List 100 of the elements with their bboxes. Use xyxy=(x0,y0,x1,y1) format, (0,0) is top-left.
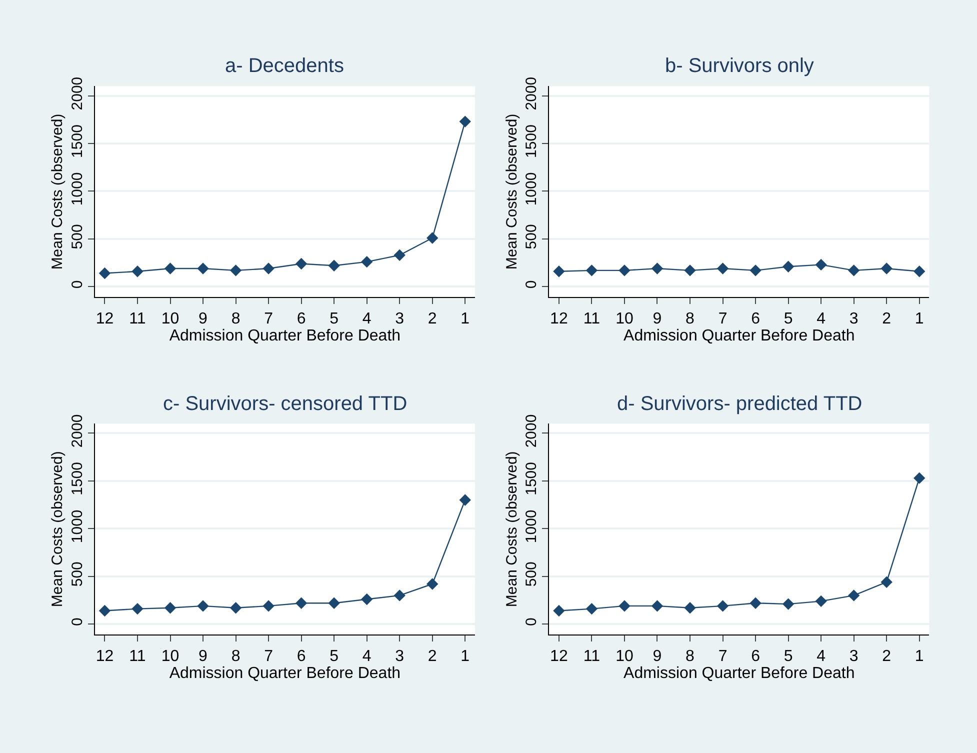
point xyxy=(815,595,827,608)
point xyxy=(848,590,860,602)
x-tick-label: 2 xyxy=(882,310,892,328)
point xyxy=(914,266,926,278)
y-tick-label: 1000 xyxy=(68,510,86,544)
x-tick-label: 12 xyxy=(550,310,568,328)
x-tick-label: 10 xyxy=(161,648,180,665)
point xyxy=(815,258,827,271)
x-tick-label: 8 xyxy=(231,310,240,328)
x-tick-label: 1 xyxy=(460,310,470,328)
point xyxy=(684,602,696,614)
y-tick-label: 2000 xyxy=(523,76,540,110)
y-axis-title: Mean Costs (observed) xyxy=(503,451,520,608)
x-tick-label: 7 xyxy=(264,648,274,665)
y-tick-label: 500 xyxy=(523,562,540,587)
y-tick-label: 1500 xyxy=(68,462,86,496)
x-axis-title: Admission Quarter Before Death xyxy=(624,664,855,682)
point xyxy=(459,494,471,506)
x-tick-label: 9 xyxy=(652,310,662,328)
y-tick-label: 0 xyxy=(523,280,540,289)
x-tick-label: 5 xyxy=(330,310,339,328)
point xyxy=(459,116,471,128)
point xyxy=(750,264,762,276)
y-tick-label: 500 xyxy=(68,224,86,250)
x-tick-label: 6 xyxy=(751,648,760,665)
point xyxy=(295,597,308,609)
x-tick-label: 3 xyxy=(395,310,404,328)
y-tick-label: 1000 xyxy=(68,172,86,206)
point xyxy=(553,604,565,617)
x-tick-label: 1 xyxy=(460,648,470,665)
x-tick-label: 7 xyxy=(718,648,728,665)
point xyxy=(750,597,762,609)
point xyxy=(98,604,111,617)
point xyxy=(394,249,406,261)
x-tick-label: 7 xyxy=(718,310,728,328)
x-tick-label: 12 xyxy=(96,648,114,665)
x-tick-label: 12 xyxy=(96,310,114,328)
x-tick-label: 6 xyxy=(751,310,760,328)
point xyxy=(295,258,308,270)
point xyxy=(360,256,373,268)
y-tick-label: 1500 xyxy=(68,124,86,158)
point xyxy=(230,264,242,276)
point xyxy=(394,590,406,602)
x-tick-label: 4 xyxy=(816,310,826,328)
y-tick-label: 2000 xyxy=(68,76,86,110)
chart-title: d- Survivors- predicted TTD xyxy=(617,393,862,415)
x-tick-label: 4 xyxy=(362,310,372,328)
point xyxy=(262,262,274,274)
point xyxy=(848,264,860,276)
x-tick-label: 11 xyxy=(583,648,600,665)
x-tick-label: 10 xyxy=(161,310,180,328)
x-tick-label: 5 xyxy=(784,648,793,665)
point xyxy=(164,602,176,614)
point xyxy=(651,262,664,274)
y-tick-label: 0 xyxy=(68,618,86,626)
point xyxy=(716,600,729,612)
point xyxy=(132,602,144,615)
point xyxy=(328,597,340,609)
point xyxy=(197,262,209,274)
point xyxy=(651,600,664,612)
x-axis-title: Admission Quarter Before Death xyxy=(169,664,401,682)
x-tick-label: 1 xyxy=(914,648,924,665)
x-tick-label: 9 xyxy=(198,310,208,328)
x-tick-label: 3 xyxy=(849,310,858,328)
x-tick-label: 3 xyxy=(395,648,404,665)
point xyxy=(880,262,892,274)
point xyxy=(684,264,696,276)
x-tick-label: 9 xyxy=(198,648,208,665)
point xyxy=(426,578,438,590)
y-tick-label: 0 xyxy=(523,618,540,626)
point xyxy=(132,266,144,278)
chart-title: b- Survivors only xyxy=(665,55,814,77)
y-tick-label: 1500 xyxy=(523,462,540,496)
y-tick-label: 1000 xyxy=(523,510,540,544)
x-tick-label: 8 xyxy=(686,648,695,665)
x-tick-label: 2 xyxy=(428,648,437,665)
y-axis-title: Mean Costs (observed) xyxy=(49,451,66,608)
y-axis-title: Mean Costs (observed) xyxy=(49,114,66,270)
x-tick-label: 9 xyxy=(652,648,662,665)
point xyxy=(586,602,598,615)
x-tick-label: 11 xyxy=(129,648,146,665)
point xyxy=(328,260,340,272)
point xyxy=(262,600,274,612)
point xyxy=(880,576,892,588)
x-tick-label: 10 xyxy=(616,310,634,328)
y-tick-label: 2000 xyxy=(68,414,86,448)
point xyxy=(426,232,438,244)
point xyxy=(98,267,111,280)
x-axis-title: Admission Quarter Before Death xyxy=(624,327,855,344)
x-tick-label: 4 xyxy=(362,648,372,665)
x-tick-label: 1 xyxy=(914,310,924,328)
x-tick-label: 5 xyxy=(330,648,339,665)
x-tick-label: 11 xyxy=(583,310,600,328)
x-tick-label: 12 xyxy=(550,648,568,665)
x-tick-label: 6 xyxy=(296,310,306,328)
x-tick-label: 10 xyxy=(616,648,634,665)
point xyxy=(197,600,209,612)
x-tick-label: 3 xyxy=(849,648,858,665)
y-tick-label: 1500 xyxy=(523,124,540,158)
point xyxy=(230,602,242,614)
